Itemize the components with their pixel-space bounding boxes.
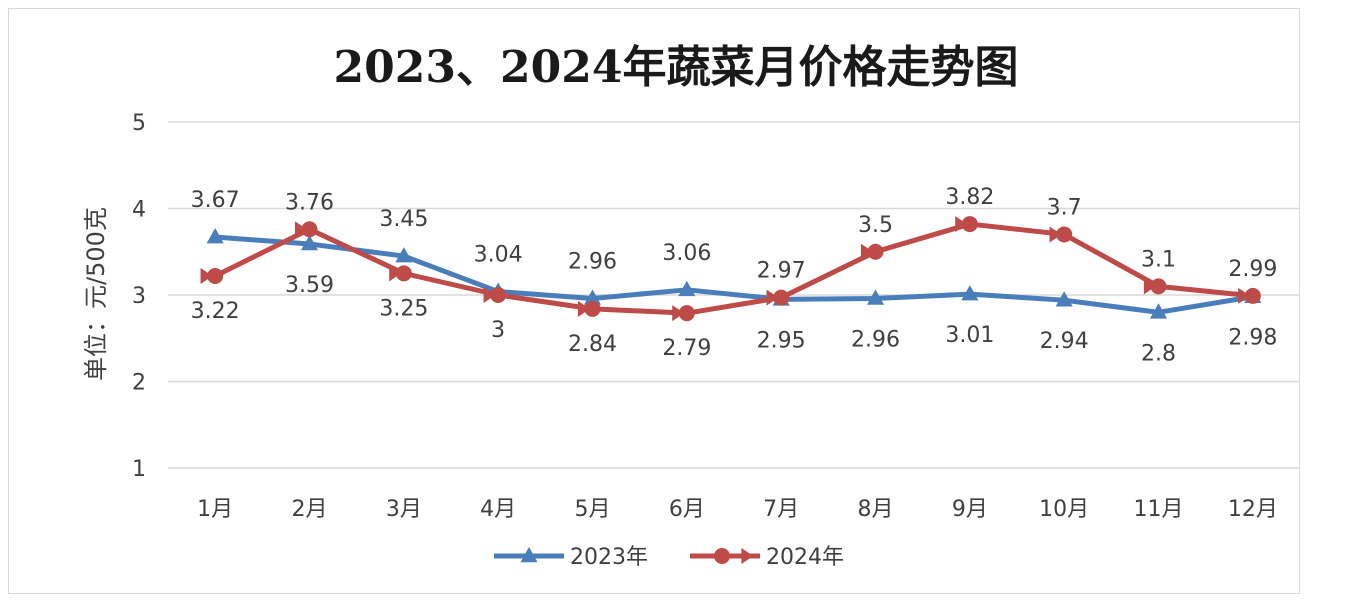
legend-label: 2024年 [766, 545, 844, 570]
data-point-arrow [200, 267, 213, 284]
data-point-arrow [1049, 226, 1062, 243]
data-label-2023: 2.95 [757, 328, 806, 353]
series-2023 [212, 234, 1256, 315]
data-label-2023: 3.04 [474, 243, 523, 268]
y-tick-labels: 1 2 3 4 5 [132, 111, 146, 482]
data-label-2023: 2.98 [1228, 326, 1277, 351]
legend-item-2023: 2023年 [494, 545, 648, 570]
x-tick-label: 1月 [197, 497, 233, 522]
data-point [1149, 303, 1168, 319]
x-tick-label: 5月 [575, 497, 611, 522]
data-point-arrow [860, 243, 873, 260]
series-2024 [212, 221, 1256, 316]
series-line [212, 221, 1256, 316]
x-tick-label: 10月 [1039, 497, 1089, 522]
y-tick-label: 3 [132, 284, 146, 309]
data-point [773, 289, 790, 306]
series-line [212, 234, 1256, 315]
data-point-arrow [1238, 287, 1251, 304]
data-label-2024: 3.1 [1141, 247, 1176, 272]
data-point [1244, 287, 1261, 304]
data-label-2023: 3.06 [662, 241, 711, 266]
x-tick-label: 6月 [669, 497, 705, 522]
y-tick-label: 5 [132, 111, 146, 136]
data-point-arrow [577, 300, 590, 317]
data-point [866, 289, 885, 305]
data-point [301, 221, 318, 238]
data-label-2023: 2.96 [851, 327, 900, 352]
data-point [300, 234, 319, 251]
legend-item-2024: 2024年 [690, 545, 844, 570]
y-axis-title: 单位：元/500克 [82, 207, 110, 381]
x-tick-label: 7月 [763, 497, 799, 522]
data-label-2024: 3.5 [858, 213, 893, 238]
gridlines [168, 121, 1300, 469]
legend-label: 2023年 [570, 545, 648, 570]
data-point [206, 228, 224, 244]
data-point [584, 300, 601, 317]
data-label-2024: 3 [491, 318, 505, 343]
data-point-arrow [672, 305, 685, 322]
series-layer [200, 216, 1262, 322]
legend: 2023年 2024年 [494, 545, 844, 570]
data-point-arrow [389, 265, 402, 282]
data-label-2023: 3.67 [191, 188, 240, 213]
data-point [678, 305, 695, 322]
data-point [583, 289, 602, 305]
x-tick-label: 11月 [1134, 497, 1184, 522]
y-tick-label: 2 [132, 371, 146, 396]
data-label-2023: 3.01 [945, 323, 994, 348]
data-point-arrow [1143, 278, 1156, 295]
data-point [1056, 226, 1073, 243]
data-point [961, 285, 979, 301]
data-point [207, 267, 224, 284]
x-tick-label: 9月 [952, 497, 988, 522]
chart-title: 2023、2024年蔬菜月价格走势图 [334, 42, 1019, 93]
data-labels: 3.67 3.22 3.59 3.76 3.45 3.25 3.04 3 2.96 2.84 3.0… [191, 185, 1278, 366]
x-tick-labels: 1月 2月 3月 4月 5月 6月 7月 8月 9月 10月 11月 12月 [197, 497, 1278, 522]
data-point [1150, 278, 1167, 295]
data-label-2024: 3.22 [191, 299, 240, 324]
data-point-arrow [766, 289, 779, 306]
data-point [490, 287, 507, 303]
x-tick-label: 4月 [480, 497, 516, 522]
x-tick-label: 2月 [292, 497, 328, 522]
data-point-arrow [955, 216, 968, 233]
data-label-2023: 3.45 [379, 207, 428, 232]
data-label-2024: 3.76 [285, 190, 334, 215]
legend-circle-icon [714, 548, 730, 564]
data-label-2024: 2.99 [1228, 257, 1277, 282]
x-tick-label: 8月 [858, 497, 894, 522]
legend-triangle-icon [520, 547, 538, 563]
data-point [961, 216, 978, 233]
data-point [1055, 291, 1073, 307]
data-label-2023: 2.94 [1040, 329, 1089, 354]
data-point-arrow [294, 221, 307, 238]
data-label-2023: 2.8 [1141, 341, 1176, 366]
data-label-2023: 3.59 [285, 273, 334, 298]
data-label-2024: 3.82 [945, 185, 994, 210]
data-label-2024: 3.7 [1047, 195, 1082, 220]
y-tick-label: 4 [132, 198, 146, 223]
data-label-2024: 2.97 [757, 259, 806, 284]
x-tick-label: 12月 [1228, 497, 1278, 522]
data-label-2023: 2.96 [568, 249, 617, 274]
data-point [867, 243, 884, 260]
x-tick-label: 3月 [386, 497, 422, 522]
data-point-arrow [483, 287, 496, 303]
data-label-2024: 2.79 [662, 336, 711, 361]
data-point [395, 247, 413, 263]
y-tick-label: 1 [132, 457, 146, 482]
data-point [395, 265, 412, 282]
legend-arrow-icon [741, 548, 754, 564]
data-label-2024: 2.84 [568, 332, 617, 357]
data-point [678, 280, 696, 297]
data-label-2024: 3.25 [379, 296, 428, 321]
